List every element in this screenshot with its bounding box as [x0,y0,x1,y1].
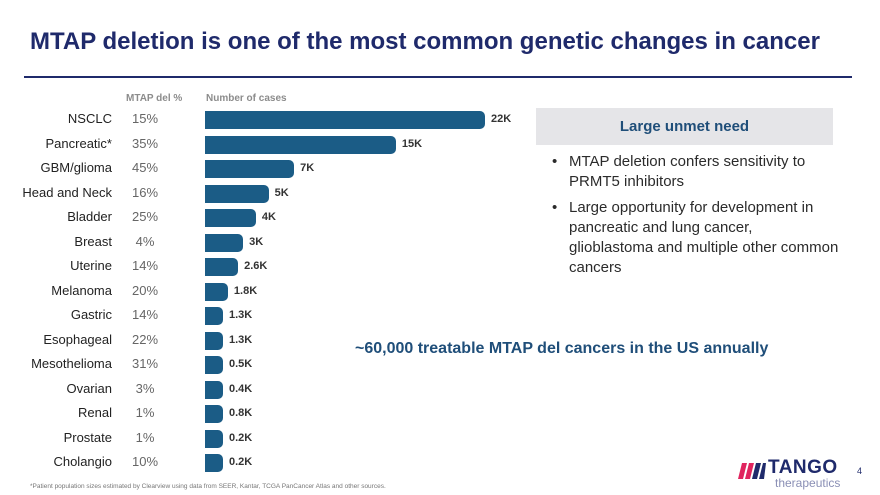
chart-row: Prostate 1% 0.2K [0,427,540,451]
cases-bar [205,111,485,129]
mtap-del-percent: 3% [135,380,155,396]
mtap-del-percent: 45% [131,160,159,175]
chart-row: Esophageal 22% 1.3K [0,329,540,353]
cases-bar [205,282,228,301]
cancer-type-label: Esophageal [43,331,112,347]
title-divider [24,76,852,78]
cancer-type-label: Melanoma [51,282,112,298]
mtap-del-percent: 20% [131,282,159,298]
cancer-type-label: Prostate [63,429,112,445]
tango-logo: TANGO therapeutics [738,455,848,491]
cases-bar [205,429,223,448]
cancer-type-label: Cholangio [53,454,112,469]
column-header-mtap-del: MTAP del % [126,93,183,104]
tango-logo-mark-icon [738,463,766,479]
chart-row: Cholangio 10% 0.2K [0,451,540,475]
chart-row: Head and Neck 16% 5K [0,182,540,206]
cases-bar [205,233,244,252]
footnote: *Patient population sizes estimated by C… [30,483,386,490]
cases-value-label: 0.4K [229,382,253,395]
cases-bar [205,454,223,472]
chart-row: NSCLC 15% 22K [0,108,540,132]
cases-value-label: 1.3K [229,333,253,346]
logo-subtitle: therapeutics [775,476,841,490]
mtap-del-percent: 35% [131,135,159,151]
chart-row: Mesothelioma 31% 0.5K [0,353,540,377]
mtap-del-percent: 15% [131,111,159,126]
page-title: MTAP deletion is one of the most common … [30,28,820,55]
bullet-item: Large opportunity for development in pan… [549,198,839,278]
cases-bar [205,184,269,203]
mtap-del-percent: 4% [135,233,155,249]
cases-value-label: 0.5K [229,358,253,370]
unmet-need-header: Large unmet need [536,108,833,145]
mtap-del-percent: 31% [131,356,159,371]
cases-value-label: 0.2K [229,456,253,468]
cases-bar [205,331,223,350]
cancer-type-label: NSCLC [67,111,112,126]
cases-value-label: 1.3K [229,309,253,321]
cancer-type-label: Pancreatic* [45,135,112,151]
cases-bar [205,160,295,178]
cases-bar [205,380,223,399]
cases-bar [205,405,223,423]
cancer-type-label: Bladder [67,209,112,224]
cases-value-label: 4K [261,211,276,223]
chart-row: Gastric 14% 1.3K [0,304,540,328]
bullet-item: MTAP deletion confers sensitivity to PRM… [549,152,839,192]
cases-bar [205,356,223,374]
chart-row: GBM/glioma 45% 7K [0,157,540,181]
mtap-del-percent: 1% [135,429,155,445]
cases-value-label: 5K [274,186,289,199]
cases-value-label: 7K [300,162,315,174]
cases-bar [205,209,256,227]
mtap-del-percent: 10% [131,454,159,469]
cases-value-label: 1.8K [233,284,258,297]
cases-value-label: 22K [491,113,512,125]
cancer-type-label: Ovarian [66,380,112,396]
unmet-need-title: Large unmet need [619,118,750,135]
treatable-cancers-callout: ~60,000 treatable MTAP del cancers in th… [355,340,769,357]
cases-value-label: 2.6K [244,260,268,272]
cancer-type-label: Head and Neck [22,184,112,200]
chart-row: Breast 4% 3K [0,231,540,255]
logo-wordmark: TANGO [768,457,838,478]
cancer-type-label: Renal [78,405,112,420]
cases-bar [205,307,223,325]
cancer-type-label: Breast [74,233,112,249]
chart-row: Renal 1% 0.8K [0,402,540,426]
mtap-del-percent: 16% [131,184,159,200]
cancer-type-label: Uterine [70,258,112,273]
mtap-del-percent: 14% [131,258,159,273]
chart-row: Bladder 25% 4K [0,206,540,230]
chart-row: Uterine 14% 2.6K [0,255,540,279]
cancer-type-label: GBM/glioma [40,160,112,175]
cancer-type-label: Gastric [70,307,112,322]
cases-value-label: 15K [401,137,423,150]
mtap-del-percent: 25% [131,209,159,224]
cases-value-label: 0.2K [229,431,253,444]
cases-bar [205,135,396,154]
cases-bar [205,258,239,276]
cancer-type-label: Mesothelioma [31,356,112,371]
chart-row: Melanoma 20% 1.8K [0,280,540,304]
mtap-del-percent: 22% [131,331,159,347]
page-number: 4 [857,466,863,476]
cases-value-label: 0.8K [229,407,253,419]
cases-value-label: 3K [249,235,264,248]
chart-row: Pancreatic* 35% 15K [0,133,540,157]
mtap-del-percent: 14% [131,307,159,322]
chart-row: Ovarian 3% 0.4K [0,378,540,402]
column-header-number-of-cases: Number of cases [206,93,287,104]
bullet-list: MTAP deletion confers sensitivity to PRM… [549,152,839,284]
mtap-del-percent: 1% [135,405,155,420]
